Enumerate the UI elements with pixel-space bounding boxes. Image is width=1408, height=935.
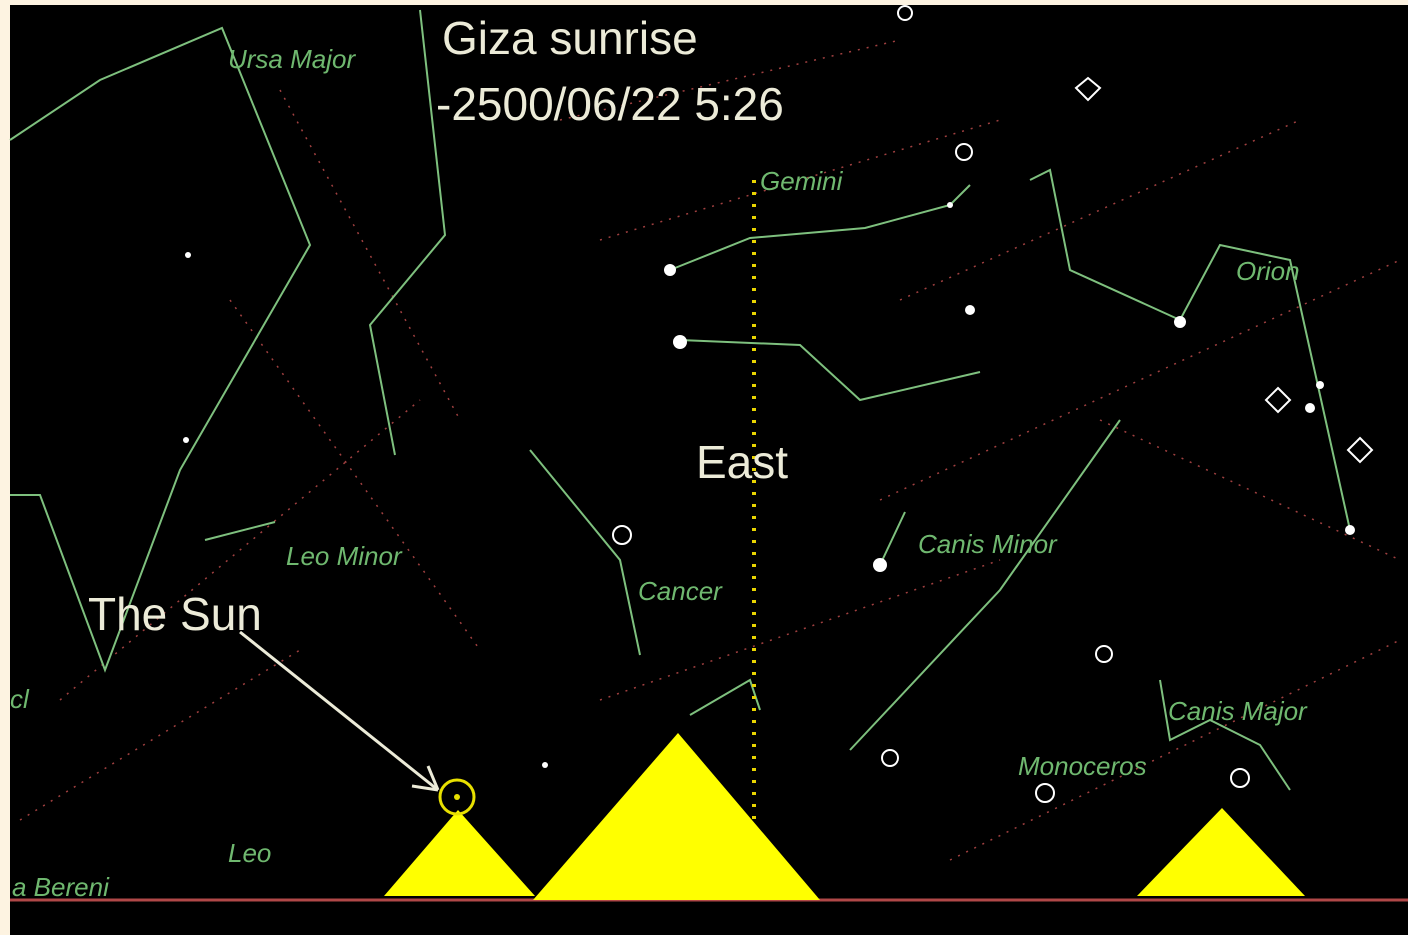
star <box>965 305 975 315</box>
star <box>183 437 189 443</box>
constellation-label: Canis Major <box>1168 696 1308 726</box>
ground <box>10 902 1408 935</box>
star <box>542 762 548 768</box>
constellation-label: Cancer <box>638 576 723 606</box>
sun-label: The Sun <box>88 588 262 640</box>
constellation-label: Gemini <box>760 166 844 196</box>
sun-center <box>454 794 460 800</box>
constellation-label: Leo <box>228 838 271 868</box>
constellation-label: Canis Minor <box>918 529 1058 559</box>
constellation-label: Ursa Major <box>228 44 356 74</box>
star <box>1316 381 1324 389</box>
star <box>185 252 191 258</box>
star <box>673 335 687 349</box>
star <box>1305 403 1315 413</box>
direction-label: East <box>696 436 788 488</box>
datetime: -2500/06/22 5:26 <box>436 78 784 130</box>
constellation-label: Monoceros <box>1018 751 1147 781</box>
star <box>947 202 953 208</box>
title: Giza sunrise <box>442 12 698 64</box>
constellation-label: Orion <box>1236 256 1300 286</box>
constellation-label: a Bereni <box>12 872 110 902</box>
star <box>873 558 887 572</box>
star <box>1174 316 1186 328</box>
constellation-label: cl <box>10 684 30 714</box>
star <box>664 264 676 276</box>
constellation-label: Leo Minor <box>286 541 403 571</box>
star <box>1345 525 1355 535</box>
sky-chart: Giza sunrise -2500/06/22 5:26 East The S… <box>0 0 1408 935</box>
page: Giza sunrise -2500/06/22 5:26 East The S… <box>0 0 1408 935</box>
